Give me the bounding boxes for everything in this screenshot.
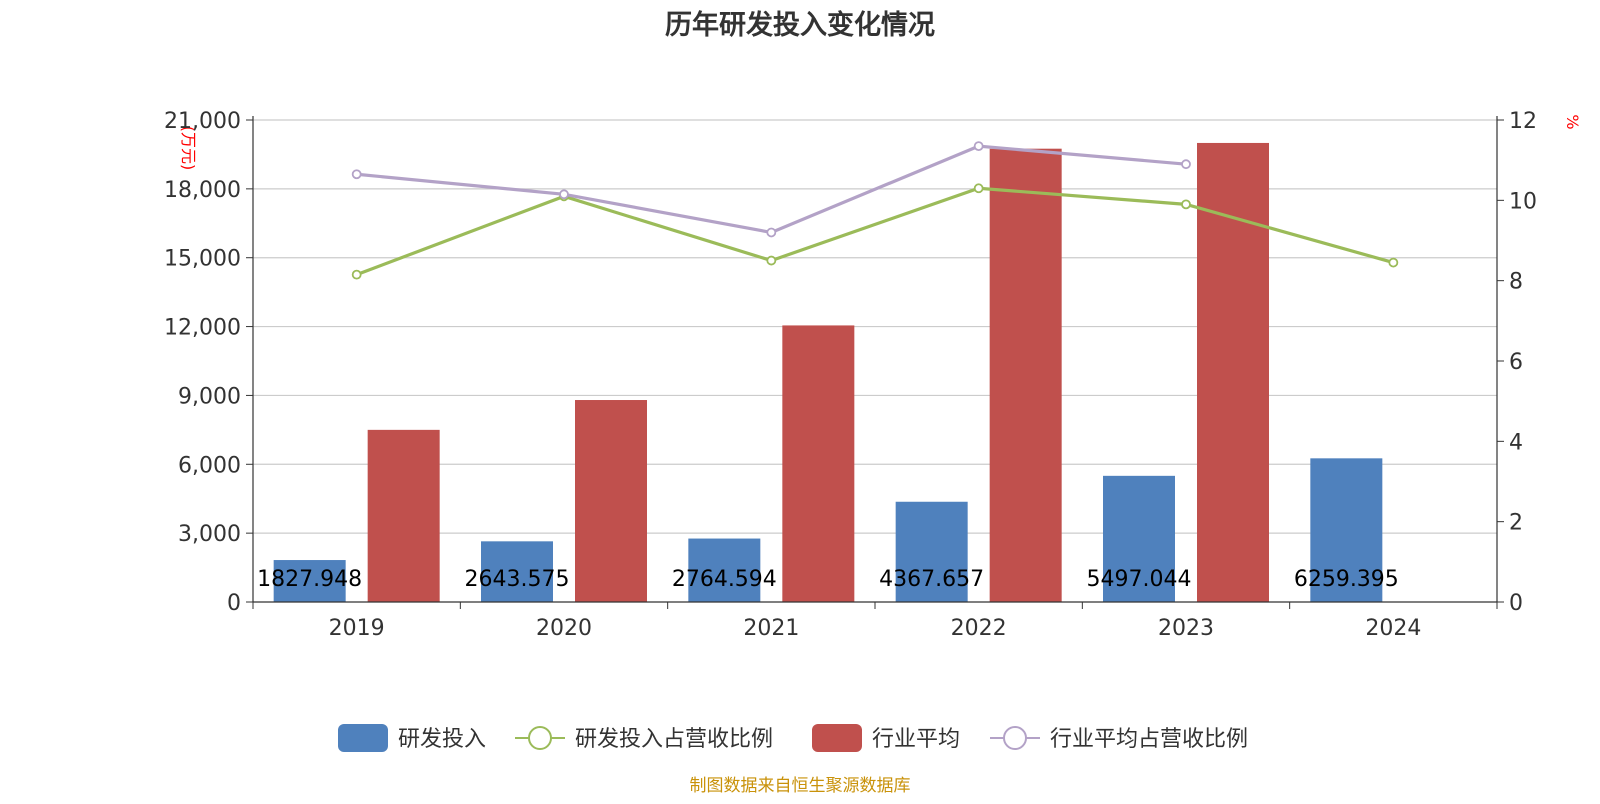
bar-industry-average [782, 325, 855, 602]
right-axis-tick-label: 0 [1509, 591, 1523, 616]
x-axis-tick-label: 2020 [536, 616, 592, 641]
right-axis-tick-label: 10 [1509, 189, 1537, 214]
bar-rd-investment [895, 501, 968, 602]
legend-swatch-marker [1003, 726, 1027, 750]
left-axis-tick-label: 18,000 [164, 178, 241, 203]
left-axis-tick-label: 21,000 [164, 109, 241, 134]
line-point [973, 183, 984, 194]
gridlines [253, 119, 1497, 534]
bar-value-label: 6259.395 [1294, 567, 1399, 592]
left-axis-tick-label: 12,000 [164, 316, 241, 341]
right-axis-tick-label: 4 [1509, 430, 1523, 455]
bar-rd-investment [688, 538, 761, 602]
bar-rd-investment [481, 541, 553, 602]
left-axis-unit: (万元) [179, 126, 198, 171]
legend-label: 行业平均占营收比例 [1050, 727, 1248, 752]
bar-value-label: 5497.044 [1087, 567, 1192, 592]
line-point [1388, 257, 1399, 268]
left-axis-tick-label: 15,000 [164, 247, 241, 272]
right-axis-tick-label: 12 [1509, 109, 1537, 134]
bar-industry-average [575, 400, 647, 602]
right-axis-tick-label: 2 [1509, 511, 1523, 536]
legend-swatch-bar [812, 724, 862, 752]
bar-value-label: 1827.948 [257, 567, 362, 592]
data-source-note: 制图数据来自恒生聚源数据库 [690, 776, 911, 796]
bar-value-label: 2764.594 [672, 567, 777, 592]
x-axis-tick-label: 2023 [1158, 616, 1214, 641]
legend-label: 研发投入占营收比例 [575, 727, 773, 752]
line-point [351, 269, 362, 280]
line-point [973, 141, 984, 152]
bar-industry-average [367, 429, 440, 602]
x-axis-tick-label: 2022 [951, 616, 1007, 641]
line-point [1181, 159, 1191, 170]
right-axis-tick-label: 8 [1509, 270, 1523, 295]
chart-title: 历年研发投入变化情况 [665, 9, 935, 41]
line-rd-ratio [356, 186, 1394, 277]
legend[interactable]: 研发投入 研发投入占营收比例 行业平均 行业平均占营收比例 [338, 724, 1248, 752]
axes: 0 3,000 6,000 9,000 12,000 15,000 18,000 21,000… [164, 109, 1537, 641]
bar-value-label: 2643.575 [465, 567, 570, 592]
left-axis-tick-label: 6,000 [178, 453, 241, 478]
x-axis-tick-label: 2024 [1365, 616, 1421, 641]
bar-industry-average [1197, 142, 1269, 602]
right-axis-tick-label: 6 [1509, 350, 1523, 375]
bar-value-label: 4367.657 [879, 567, 984, 592]
data-labels: 1827.948 2643.575 2764.594 4367.657 5497.044… [257, 567, 1399, 592]
bar-industry-average [989, 148, 1062, 602]
left-axis-tick-label: 9,000 [178, 384, 241, 409]
left-axis-tick-label: 0 [227, 591, 241, 616]
line-point [559, 189, 569, 200]
left-axis-tick-label: 3,000 [178, 522, 241, 547]
bar-rd-investment [273, 560, 346, 602]
lines [351, 141, 1399, 280]
x-axis-tick-label: 2021 [743, 616, 799, 641]
legend-label: 行业平均 [872, 727, 960, 752]
right-axis-unit: % [1563, 114, 1582, 129]
legend-swatch-marker [528, 726, 552, 750]
bar-rd-investment [1103, 475, 1175, 602]
line-point [766, 255, 777, 266]
legend-swatch-bar [338, 724, 388, 752]
line-point [1181, 199, 1191, 210]
legend-label: 研发投入 [398, 727, 486, 752]
bar-rd-investment [1310, 458, 1383, 602]
line-point [766, 227, 777, 238]
x-axis-tick-label: 2019 [329, 616, 385, 641]
line-point [351, 169, 362, 180]
bars [273, 142, 1383, 602]
